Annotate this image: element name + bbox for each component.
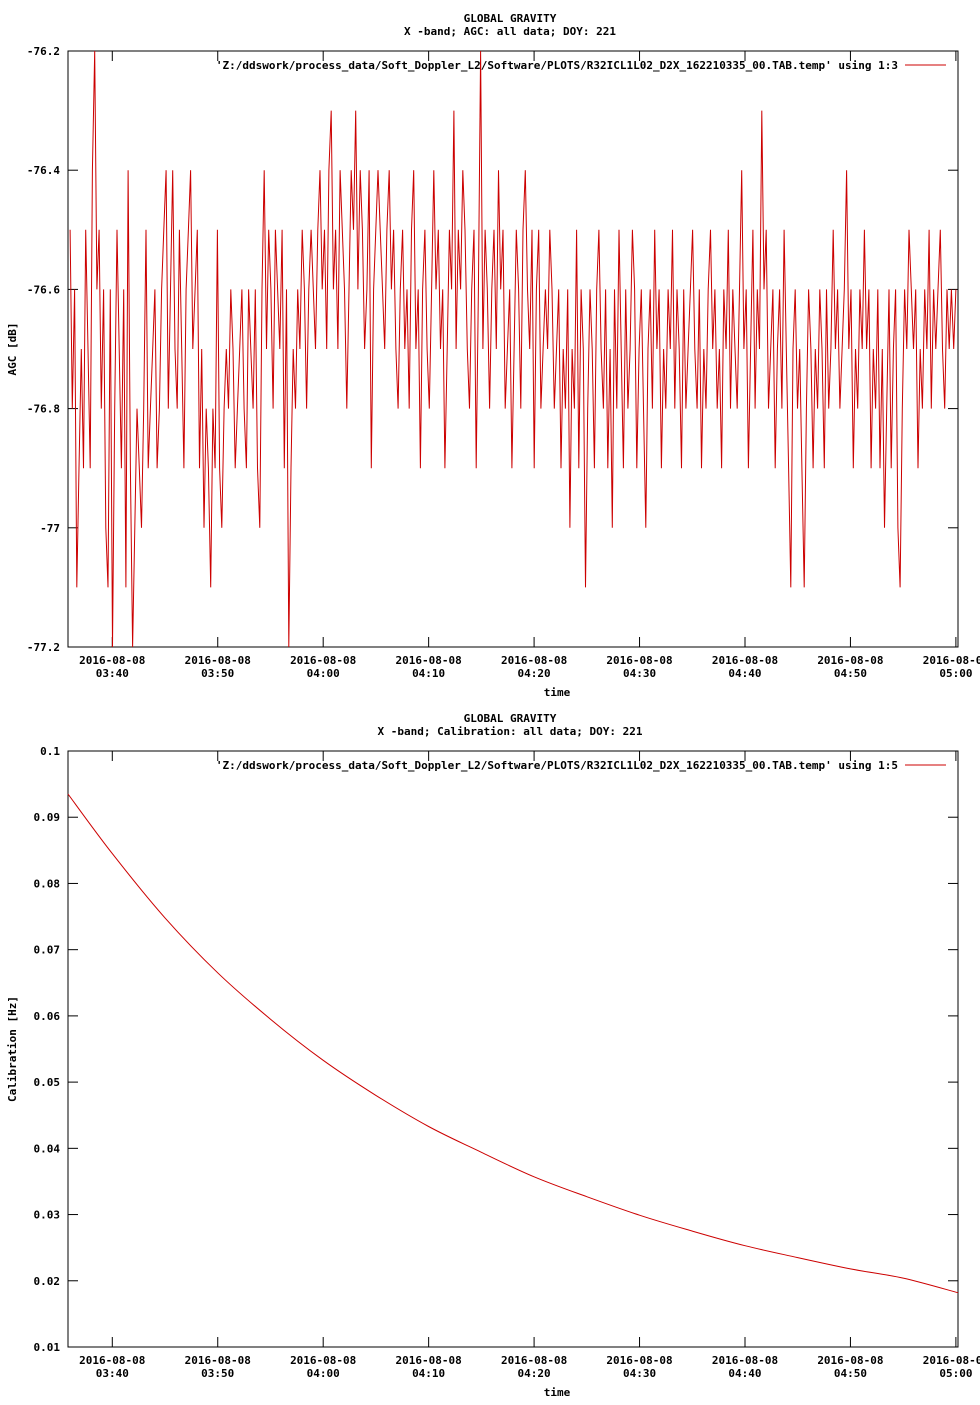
x-tick-date-label: 2016-08-08 (79, 654, 145, 667)
series-line (67, 793, 959, 1294)
y-axis-label: AGC [dB] (6, 323, 19, 376)
x-tick-date-label: 2016-08-08 (501, 1354, 567, 1367)
x-tick-time-label: 04:10 (412, 1367, 445, 1380)
y-tick-label: 0.07 (34, 944, 61, 957)
plot-frame (67, 750, 959, 1348)
x-tick-time-label: 04:50 (834, 1367, 867, 1380)
chart-subtitle: X -band; AGC: all data; DOY: 221 (404, 25, 616, 38)
y-tick-label: -76.4 (27, 164, 60, 177)
x-tick-time-label: 03:50 (201, 1367, 234, 1380)
x-axis-label: time (544, 686, 571, 699)
y-tick-label: -77 (40, 522, 60, 535)
y-tick-label: 0.02 (34, 1275, 61, 1288)
x-tick-time-label: 04:30 (623, 1367, 656, 1380)
legend-label: 'Z:/ddswork/process_data/Soft_Doppler_L2… (216, 59, 898, 72)
y-tick-label: 0.04 (34, 1142, 61, 1155)
x-tick-date-label: 2016-08-08 (290, 654, 356, 667)
x-tick-date-label: 2016-08-08 (606, 654, 672, 667)
chart-subtitle: X -band; Calibration: all data; DOY: 221 (378, 725, 643, 738)
x-tick-date-label: 2016-08-08 (290, 1354, 356, 1367)
y-axis-label: Calibration [Hz] (6, 996, 19, 1102)
x-tick-date-label: 2016-08-08 (396, 1354, 462, 1367)
y-tick-label: 0.06 (34, 1010, 61, 1023)
y-tick-label: 0.01 (34, 1341, 61, 1354)
x-axis-label: time (544, 1386, 571, 1399)
x-tick-time-label: 04:40 (728, 667, 761, 680)
x-tick-time-label: 04:30 (623, 667, 656, 680)
x-tick-time-label: 03:40 (96, 667, 129, 680)
x-tick-date-label: 2016-08-08 (923, 654, 980, 667)
x-tick-date-label: 2016-08-08 (396, 654, 462, 667)
chart-title: GLOBAL GRAVITY (464, 12, 557, 25)
x-tick-date-label: 2016-08-08 (79, 1354, 145, 1367)
y-tick-label: 0.1 (40, 745, 60, 758)
x-tick-date-label: 2016-08-08 (185, 654, 251, 667)
x-tick-time-label: 04:00 (307, 667, 340, 680)
chart-title: GLOBAL GRAVITY (464, 712, 557, 725)
y-tick-label: -77.2 (27, 641, 60, 654)
x-tick-time-label: 03:40 (96, 1367, 129, 1380)
plot-frame (67, 50, 959, 648)
x-tick-time-label: 04:10 (412, 667, 445, 680)
x-tick-time-label: 03:50 (201, 667, 234, 680)
y-tick-label: 0.05 (34, 1076, 61, 1089)
x-tick-time-label: 05:00 (939, 667, 972, 680)
y-tick-label: -76.2 (27, 45, 60, 58)
y-tick-label: 0.08 (34, 877, 61, 890)
x-tick-time-label: 04:20 (518, 1367, 551, 1380)
y-tick-label: -76.8 (27, 403, 60, 416)
x-tick-date-label: 2016-08-08 (817, 654, 883, 667)
legend-label: 'Z:/ddswork/process_data/Soft_Doppler_L2… (216, 759, 898, 772)
x-tick-time-label: 04:40 (728, 1367, 761, 1380)
x-tick-date-label: 2016-08-08 (501, 654, 567, 667)
x-tick-date-label: 2016-08-08 (712, 1354, 778, 1367)
y-tick-label: 0.09 (34, 811, 61, 824)
y-tick-label: -76.6 (27, 283, 60, 296)
x-tick-date-label: 2016-08-08 (817, 1354, 883, 1367)
x-tick-time-label: 04:20 (518, 667, 551, 680)
x-tick-date-label: 2016-08-08 (923, 1354, 980, 1367)
y-tick-label: 0.03 (34, 1209, 61, 1222)
x-tick-date-label: 2016-08-08 (185, 1354, 251, 1367)
x-tick-time-label: 04:00 (307, 1367, 340, 1380)
series-line (69, 50, 957, 648)
x-tick-time-label: 04:50 (834, 667, 867, 680)
x-tick-time-label: 05:00 (939, 1367, 972, 1380)
x-tick-date-label: 2016-08-08 (712, 654, 778, 667)
x-tick-date-label: 2016-08-08 (606, 1354, 672, 1367)
